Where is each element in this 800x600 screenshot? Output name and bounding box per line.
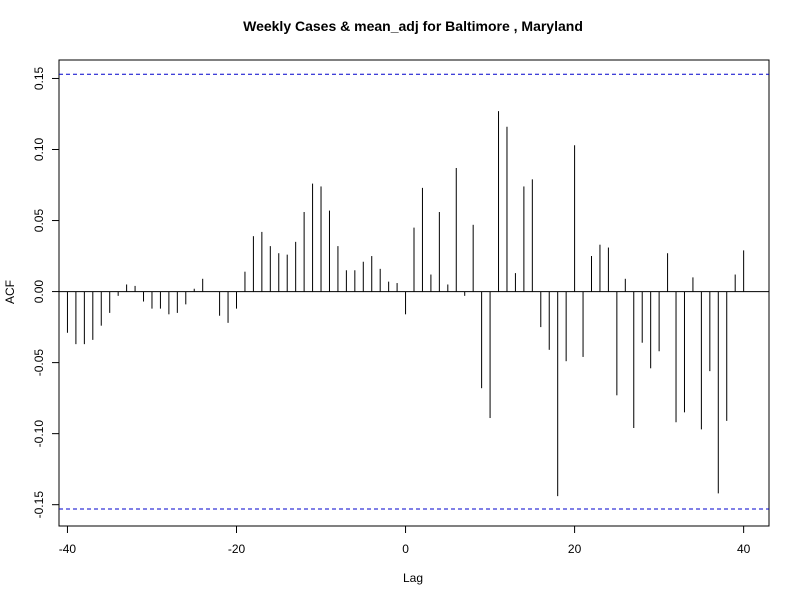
y-tick-label: -0.05 xyxy=(32,349,46,377)
x-tick-label: 0 xyxy=(402,542,409,556)
x-tick-label: 20 xyxy=(568,542,582,556)
chart-title: Weekly Cases & mean_adj for Baltimore , … xyxy=(243,18,583,34)
y-axis-label: ACF xyxy=(3,280,17,304)
y-tick-label: -0.10 xyxy=(32,420,46,448)
y-tick-label: 0.00 xyxy=(32,280,46,304)
x-axis-label: Lag xyxy=(403,571,423,585)
x-tick-label: -40 xyxy=(59,542,77,556)
y-axis: -0.15 -0.10 -0.05 0.00 0.05 0.10 0.15 xyxy=(32,66,59,518)
confidence-bounds xyxy=(59,73,769,510)
acf-bars xyxy=(59,111,769,497)
y-tick-label: 0.05 xyxy=(32,209,46,233)
y-tick-label: 0.15 xyxy=(32,66,46,90)
x-tick-label: -20 xyxy=(228,542,246,556)
x-tick-label: 40 xyxy=(737,542,751,556)
y-tick-label: 0.10 xyxy=(32,138,46,162)
x-axis: -40 -20 0 20 40 xyxy=(59,525,751,556)
plot-frame xyxy=(58,59,770,527)
y-tick-label: -0.15 xyxy=(32,491,46,519)
